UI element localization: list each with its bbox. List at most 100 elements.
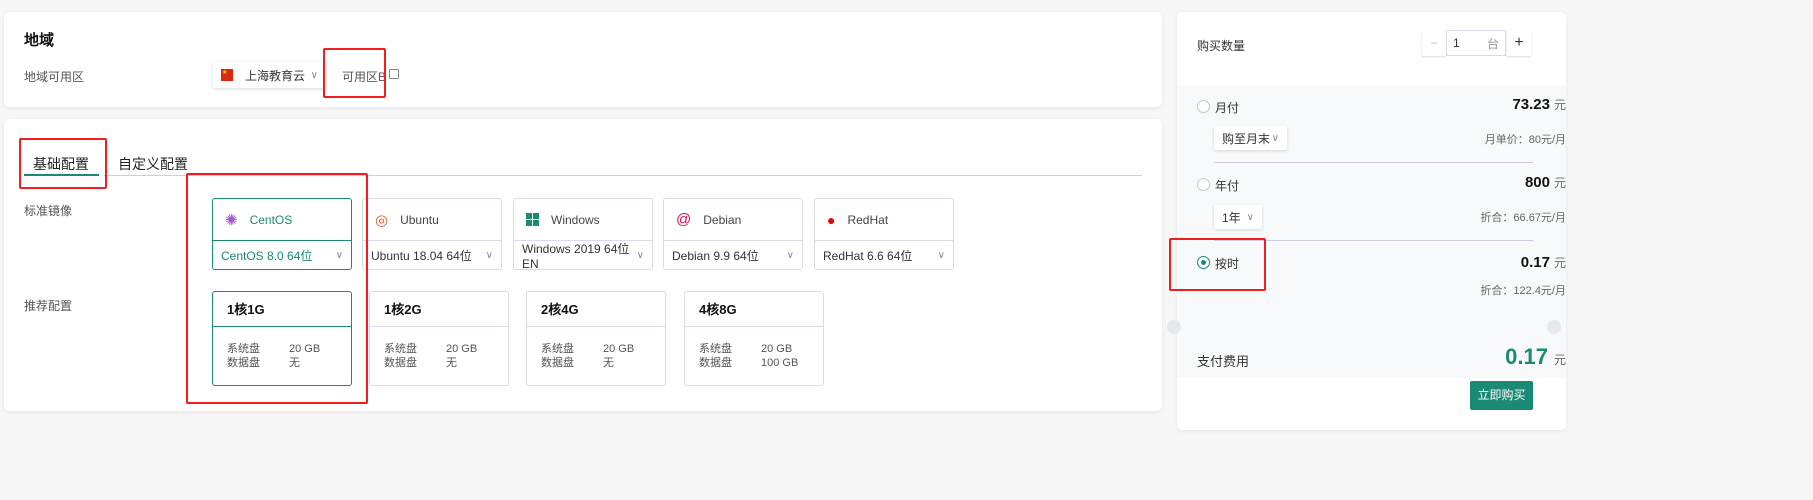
debian-icon: @ (676, 211, 692, 228)
spec-name: 2核4G (527, 292, 665, 327)
notch-right (1547, 320, 1561, 334)
image-card-ubuntu[interactable]: ◎ Ubuntu Ubuntu 18.04 64位 ∨ (362, 198, 502, 270)
image-version: Ubuntu 18.04 64位 (371, 249, 472, 263)
windows-icon (526, 213, 539, 226)
yearly-price: 800 元 (1525, 174, 1566, 191)
monthly-duration-select[interactable]: 购至月末 ∨ (1214, 126, 1287, 150)
spec-card[interactable]: 1核2G 系统盘 20 GB 数据盘 无 (369, 291, 509, 386)
image-name: RedHat (847, 212, 889, 227)
data-disk-value: 无 (603, 357, 614, 369)
data-disk-value: 100 GB (761, 357, 799, 369)
hourly-note: 折合：122.4元/月 (1480, 285, 1566, 297)
sys-disk-label: 系统盘 (541, 343, 574, 355)
spec-name: 4核8G (685, 292, 823, 327)
monthly-duration-value: 购至月末 (1222, 131, 1271, 146)
data-disk-label: 数据盘 (699, 357, 732, 369)
image-name: Windows (551, 212, 600, 227)
qty-value: 1 (1453, 36, 1460, 50)
buy-now-button[interactable]: 立即购买 (1470, 381, 1533, 410)
image-name: Ubuntu (400, 212, 439, 227)
image-name: CentOS (249, 212, 293, 227)
total-price: 0.17 元 (1505, 344, 1566, 370)
region-card: 地域 地域可用区 ★ 上海教育云 ∨ 可用区B (4, 12, 1162, 107)
monthly-label[interactable]: 月付 (1215, 101, 1240, 115)
chevron-down-icon: ∨ (485, 250, 493, 261)
spec-card[interactable]: 4核8G 系统盘 20 GB 数据盘 100 GB (684, 291, 824, 386)
external-link-icon[interactable] (389, 69, 399, 79)
notch-left (1167, 320, 1181, 334)
sys-disk-value: 20 GB (761, 343, 793, 355)
ubuntu-icon: ◎ (375, 211, 389, 229)
data-disk-value: 无 (446, 357, 457, 369)
hourly-label[interactable]: 按时 (1215, 257, 1240, 271)
total-label: 支付费用 (1197, 354, 1250, 369)
highlight-box (19, 138, 107, 189)
hourly-price-value: 0.17 (1520, 254, 1550, 271)
divider (1214, 162, 1533, 163)
spec-label: 推荐配置 (24, 299, 73, 313)
image-version-select[interactable]: RedHat 6.6 64位 ∨ (815, 241, 953, 270)
yearly-duration-value: 1年 (1222, 210, 1241, 225)
tab-divider (104, 175, 1142, 176)
spec-card[interactable]: 1核1G 系统盘 20 GB 数据盘 无 (212, 291, 352, 386)
yearly-label[interactable]: 年付 (1215, 179, 1240, 193)
sys-disk-value: 20 GB (289, 343, 321, 355)
radio-yearly[interactable] (1197, 178, 1210, 191)
data-disk-value: 无 (289, 357, 300, 369)
qty-minus-button[interactable]: − (1422, 30, 1446, 56)
image-card-debian[interactable]: @ Debian Debian 9.9 64位 ∨ (663, 198, 803, 270)
currency: 元 (1553, 98, 1566, 112)
currency: 元 (1553, 353, 1566, 367)
highlight-box (186, 173, 368, 404)
radio-monthly[interactable] (1197, 100, 1210, 113)
tab-basic-config[interactable]: 基础配置 (33, 156, 89, 172)
image-name: Debian (703, 212, 742, 227)
image-version-select[interactable]: CentOS 8.0 64位 ∨ (213, 241, 351, 270)
qty-unit: 台 (1486, 36, 1499, 51)
image-card-centos[interactable]: ✺ CentOS CentOS 8.0 64位 ∨ (212, 198, 352, 270)
total-value: 0.17 (1505, 344, 1548, 369)
qty-label: 购买数量 (1197, 39, 1246, 53)
region-select[interactable]: ★ 上海教育云 ∨ (213, 62, 326, 88)
redhat-icon: ● (827, 211, 836, 228)
image-card-redhat[interactable]: ● RedHat RedHat 6.6 64位 ∨ (814, 198, 954, 270)
yearly-duration-select[interactable]: 1年 ∨ (1214, 205, 1262, 229)
spec-name: 1核2G (370, 292, 508, 327)
hourly-price: 0.17 元 (1521, 254, 1566, 271)
radio-hourly[interactable] (1197, 256, 1210, 269)
divider (1214, 240, 1533, 241)
region-label: 地域可用区 (24, 70, 85, 84)
image-version: Windows 2019 64位 EN (522, 242, 630, 271)
sys-disk-value: 20 GB (446, 343, 478, 355)
chevron-down-icon: ∨ (786, 250, 794, 261)
region-title: 地域 (24, 32, 55, 49)
china-flag-icon: ★ (221, 69, 233, 81)
chevron-down-icon: ∨ (1246, 211, 1254, 223)
data-disk-label: 数据盘 (541, 357, 574, 369)
highlight-box (1169, 238, 1266, 291)
zone-label[interactable]: 可用区B (342, 70, 387, 84)
image-label: 标准镜像 (24, 204, 73, 218)
image-version: RedHat 6.6 64位 (823, 249, 913, 263)
yearly-note: 折合：66.67元/月 (1480, 212, 1566, 224)
image-version-select[interactable]: Ubuntu 18.04 64位 ∨ (363, 241, 501, 270)
qty-plus-button[interactable]: + (1507, 30, 1531, 56)
monthly-note: 月单价：80元/月 (1484, 134, 1566, 146)
yearly-price-value: 800 (1524, 174, 1550, 191)
tab-custom-config[interactable]: 自定义配置 (118, 156, 188, 172)
spec-card[interactable]: 2核4G 系统盘 20 GB 数据盘 无 (526, 291, 666, 386)
currency: 元 (1553, 176, 1566, 190)
monthly-price: 73.23 元 (1512, 96, 1566, 113)
monthly-price-value: 73.23 (1512, 96, 1550, 113)
spec-name: 1核1G (213, 292, 351, 327)
image-version-select[interactable]: Windows 2019 64位 EN ∨ (514, 241, 652, 271)
image-version: Debian 9.9 64位 (672, 249, 759, 263)
chevron-down-icon: ∨ (310, 69, 318, 81)
sys-disk-label: 系统盘 (699, 343, 732, 355)
chevron-down-icon: ∨ (1271, 132, 1279, 144)
centos-icon: ✺ (225, 211, 238, 229)
image-version-select[interactable]: Debian 9.9 64位 ∨ (664, 241, 802, 270)
chevron-down-icon: ∨ (636, 250, 644, 261)
image-card-windows[interactable]: Windows Windows 2019 64位 EN ∨ (513, 198, 653, 271)
